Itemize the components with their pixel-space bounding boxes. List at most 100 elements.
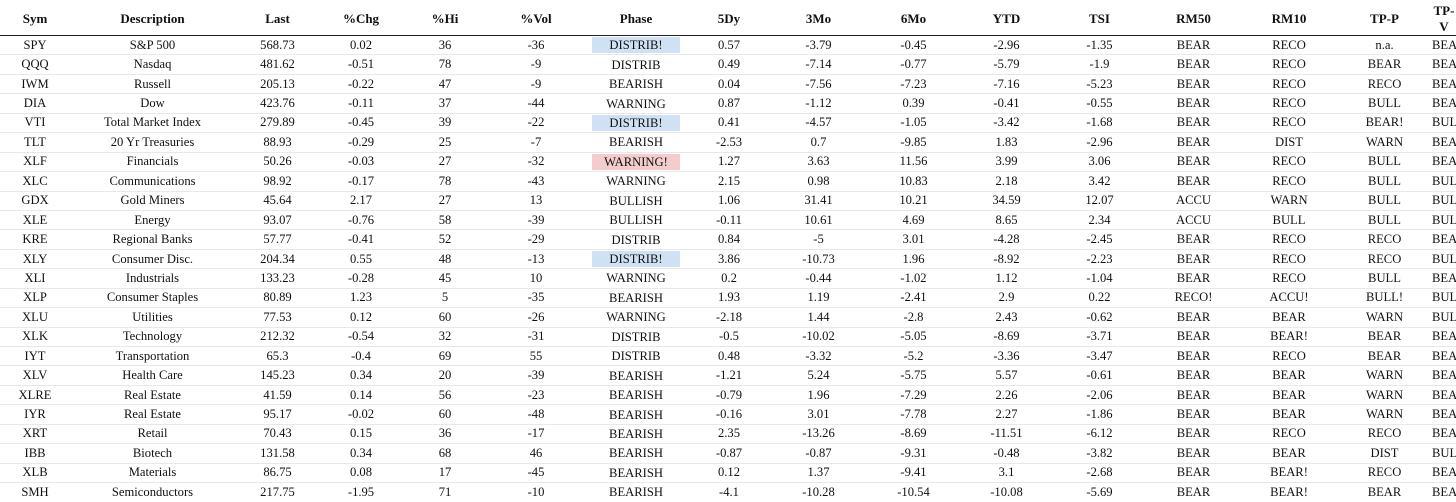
column-header-phase: Phase bbox=[584, 3, 688, 36]
cell-pct-chg: 0.34 bbox=[320, 365, 402, 386]
cell-pct-vol: -44 bbox=[488, 93, 584, 114]
cell-pct-hi: 68 bbox=[402, 443, 488, 464]
column-header-pct-hi: %Hi bbox=[402, 3, 488, 36]
cell-rm10: RECO bbox=[1241, 268, 1337, 289]
cell-pct-hi: 37 bbox=[402, 93, 488, 114]
cell-sym: SMH bbox=[21, 484, 49, 499]
cell-3mo: 5.24 bbox=[770, 365, 867, 386]
cell-description: Dow bbox=[70, 93, 235, 114]
cell-pct-vol: -9 bbox=[488, 54, 584, 75]
cell-pct-vol: -36 bbox=[488, 35, 584, 56]
cell-phase: DISTRIB bbox=[584, 229, 688, 250]
cell-tp-p: BULL bbox=[1337, 93, 1432, 114]
cell-ytd: 2.43 bbox=[960, 307, 1053, 328]
table-row: KRE Regional Banks 57.77 -0.41 52 -29 DISTRIB 0… bbox=[0, 229, 1456, 250]
cell-description: Consumer Disc. bbox=[70, 249, 235, 270]
cell-rm10: BEAR! bbox=[1241, 327, 1337, 348]
cell-tsi: -3.47 bbox=[1053, 346, 1146, 367]
cell-tp-v: BEAR+ bbox=[1432, 132, 1456, 153]
phase-label: WARNING bbox=[606, 174, 666, 189]
cell-sym: XLB bbox=[0, 463, 70, 484]
cell-phase: BEARISH bbox=[584, 385, 688, 406]
table-row: XRT Retail 70.43 0.15 36 -17 BEARISH 2.35 -13.26… bbox=[0, 424, 1456, 445]
cell-pct-hi: 39 bbox=[402, 113, 488, 134]
cell-pct-hi: 58 bbox=[402, 210, 488, 231]
cell-phase: BULLISH bbox=[584, 191, 688, 211]
cell-tp-p: BULL bbox=[1337, 210, 1432, 231]
cell-rm50: ACCU bbox=[1146, 191, 1241, 211]
cell-last: 95.17 bbox=[235, 404, 320, 425]
cell-6mo: -2.41 bbox=[867, 288, 960, 309]
table-body: SPY S&P 500 568.73 0.02 36 -36 DISTRIB! 0.57 -3.… bbox=[0, 35, 1456, 502]
cell-phase: WARNING! bbox=[584, 152, 688, 173]
cell-description: Transportation bbox=[70, 346, 235, 367]
cell-sym: XLV bbox=[0, 365, 70, 386]
cell-rm50: BEAR bbox=[1146, 152, 1241, 173]
cell-tsi: -1.9 bbox=[1053, 54, 1146, 75]
cell-description: Retail bbox=[70, 424, 235, 445]
cell-ytd: 3.99 bbox=[960, 152, 1053, 173]
cell-tsi: -0.55 bbox=[1053, 93, 1146, 114]
phase-label: BEARISH bbox=[609, 290, 663, 305]
cell-5dy: 0.57 bbox=[688, 35, 770, 56]
cell-pct-chg: -0.76 bbox=[320, 210, 402, 231]
phase-label: BULLISH bbox=[609, 193, 663, 208]
cell-pct-vol: -22 bbox=[488, 113, 584, 134]
cell-tp-p: WARN bbox=[1337, 132, 1432, 153]
table-row: IWM Russell 205.13 -0.22 47 -9 BEARISH 0.04 -7.5… bbox=[0, 74, 1456, 95]
cell-rm50: RECO! bbox=[1146, 288, 1241, 309]
cell-tp-v: BEAR bbox=[1432, 93, 1456, 114]
cell-tsi: -0.61 bbox=[1053, 365, 1146, 386]
cell-tp-p: WARN bbox=[1337, 385, 1432, 406]
cell-tsi: -2.68 bbox=[1053, 463, 1146, 484]
cell-pct-vol: -31 bbox=[488, 327, 584, 348]
cell-last: 423.76 bbox=[235, 93, 320, 114]
cell-pct-hi: 69 bbox=[402, 346, 488, 367]
cell-phase: BEARISH bbox=[584, 132, 688, 153]
cell-rm10: BEAR bbox=[1241, 404, 1337, 425]
cell-ytd: 2.27 bbox=[960, 404, 1053, 425]
cell-tp-p: BULL bbox=[1337, 152, 1432, 173]
phase-label: BEARISH bbox=[609, 407, 663, 422]
cell-description: 20 Yr Treasuries bbox=[70, 132, 235, 153]
cell-5dy: -2.53 bbox=[688, 132, 770, 153]
table-row: TLT 20 Yr Treasuries 88.93 -0.29 25 -7 BEARISH… bbox=[0, 132, 1456, 153]
cell-pct-vol: -13 bbox=[488, 249, 584, 270]
cell-pct-hi: 32 bbox=[402, 327, 488, 348]
cell-sym: XLP bbox=[0, 288, 70, 309]
cell-description: Real Estate bbox=[70, 385, 235, 406]
phase-label: DISTRIB bbox=[611, 349, 661, 364]
cell-last: 57.77 bbox=[235, 229, 320, 250]
phase-label: DISTRIB! bbox=[592, 114, 680, 131]
cell-pct-chg: -0.22 bbox=[320, 74, 402, 95]
cell-5dy: -0.11 bbox=[688, 210, 770, 231]
cell-tp-v: BULL bbox=[1432, 171, 1456, 192]
cell-tsi: 12.07 bbox=[1053, 191, 1146, 211]
cell-tsi: 3.06 bbox=[1053, 152, 1146, 173]
cell-sym: XLY bbox=[0, 249, 70, 270]
cell-tsi: -2.06 bbox=[1053, 385, 1146, 406]
cell-6mo: -8.69 bbox=[867, 424, 960, 445]
cell-rm50: BEAR bbox=[1146, 346, 1241, 367]
cell-rm50: BEAR bbox=[1146, 365, 1241, 386]
cell-last: 80.89 bbox=[235, 288, 320, 309]
cell-pct-chg: 0.02 bbox=[320, 35, 402, 56]
cell-ytd: 2.9 bbox=[960, 288, 1053, 309]
cell-ytd: 2.26 bbox=[960, 385, 1053, 406]
cell-description: Energy bbox=[70, 210, 235, 231]
cell-tsi: -2.45 bbox=[1053, 229, 1146, 250]
cell-sym: QQQ bbox=[0, 54, 70, 75]
cell-rm10: ACCU! bbox=[1241, 288, 1337, 309]
table-row: XLB Materials 86.75 0.08 17 -45 BEARISH 0.12 1.3… bbox=[0, 463, 1456, 484]
table-row: XLP Consumer Staples 80.89 1.23 5 -35 BEARISH 1… bbox=[0, 288, 1456, 309]
cell-tp-p: BEAR bbox=[1337, 54, 1432, 75]
cell-rm10: RECO bbox=[1241, 93, 1337, 114]
cell-rm10: RECO bbox=[1241, 424, 1337, 445]
cell-ytd: 2.18 bbox=[960, 171, 1053, 192]
phase-label: WARNING bbox=[606, 96, 666, 111]
table-row: XLE Energy 93.07 -0.76 58 -39 BULLISH -0.11 10.6… bbox=[0, 210, 1456, 231]
cell-last: 568.73 bbox=[235, 35, 320, 56]
cell-last: 98.92 bbox=[235, 171, 320, 192]
cell-ytd: 8.65 bbox=[960, 210, 1053, 231]
cell-pct-vol: -29 bbox=[488, 229, 584, 250]
